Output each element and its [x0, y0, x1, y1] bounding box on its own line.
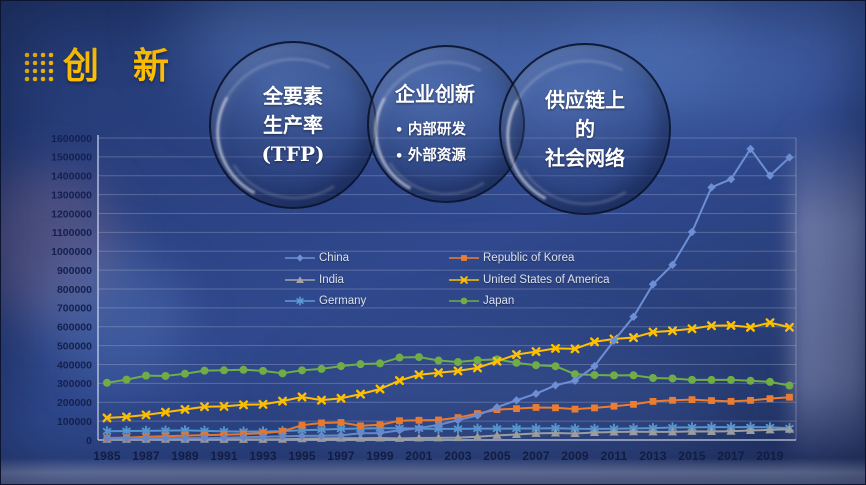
svg-text:2001: 2001 [405, 449, 433, 463]
svg-text:300000: 300000 [57, 378, 92, 390]
legend-marker-united-states-of-america-icon [449, 275, 479, 284]
legend-label-united-states-of-america: United States of America [483, 273, 610, 286]
legend-item-india: India [285, 273, 449, 287]
svg-text:1987: 1987 [132, 449, 160, 463]
legend-marker-japan-icon [449, 297, 479, 305]
bubble-tfp-line-3: (TFP) [261, 141, 325, 166]
series-china [102, 144, 794, 443]
bubble-bullet-internal-rd: 内部研发 [395, 117, 466, 143]
legend-item-united-states-of-america: United States of America [449, 273, 610, 287]
svg-text:1989: 1989 [171, 449, 199, 463]
svg-text:1993: 1993 [249, 449, 277, 463]
bubble-supply-line-2: 的 [575, 116, 595, 141]
svg-text:2011: 2011 [601, 449, 628, 463]
svg-text:1400000: 1400000 [51, 171, 92, 183]
legend-marker-republic-of-korea-icon [449, 255, 479, 261]
svg-text:2003: 2003 [444, 449, 472, 463]
legend-marker-india-icon [285, 275, 315, 283]
svg-text:1500000: 1500000 [51, 152, 92, 164]
y-axis-labels: 0 100000 200000 300000 400000 500000 600000 700… [51, 133, 92, 447]
bubble-tfp-line-1: 全要素 [263, 83, 323, 108]
legend-item-japan: Japan [449, 294, 610, 308]
svg-text:1997: 1997 [327, 449, 355, 463]
page-title: 创 新 [63, 45, 182, 86]
svg-text:1985: 1985 [93, 449, 121, 463]
svg-text:1991: 1991 [210, 449, 238, 463]
legend-marker-china-icon [285, 254, 315, 262]
svg-text:700000: 700000 [57, 303, 92, 315]
svg-text:2013: 2013 [639, 449, 667, 463]
svg-text:500000: 500000 [57, 340, 92, 352]
x-axis-labels: 1985 1987 1989 1991 1993 1995 1997 1999 2001 2003… [93, 449, 784, 463]
dot-grid-icon [23, 51, 54, 82]
legend-marker-germany-icon [285, 296, 315, 306]
legend-label-republic-of-korea: Republic of Korea [483, 252, 575, 264]
legend-item-germany: Germany [285, 294, 449, 308]
svg-text:1995: 1995 [288, 449, 316, 463]
svg-text:1999: 1999 [366, 449, 394, 463]
svg-text:2005: 2005 [483, 449, 511, 463]
legend-label-germany: Germany [319, 295, 367, 307]
svg-text:1200000: 1200000 [51, 208, 92, 220]
legend-label-india: India [319, 273, 344, 286]
bubble-tfp-line-2: 生产率 [263, 112, 323, 137]
bubble-bullet-external-resources: 外部资源 [395, 143, 466, 169]
svg-text:200000: 200000 [57, 397, 92, 409]
bubble-tfp: 全要素 生产率 (TFP) [209, 41, 377, 209]
legend-label-china: China [319, 252, 350, 264]
svg-text:2009: 2009 [561, 449, 589, 463]
svg-text:900000: 900000 [57, 265, 92, 277]
svg-text:400000: 400000 [57, 359, 92, 371]
svg-text:2015: 2015 [678, 449, 706, 463]
svg-text:1000000: 1000000 [51, 246, 92, 258]
legend-label-japan: Japan [483, 295, 515, 307]
svg-text:600000: 600000 [57, 322, 92, 334]
legend-item-republic-of-korea: Republic of Korea [449, 251, 610, 265]
bubble-supply-line-1: 供应链上 [545, 87, 625, 112]
chart-legend: China Republic of Korea India United States… [285, 251, 610, 308]
svg-text:800000: 800000 [57, 284, 92, 296]
bubble-enterprise-title: 企业创新 [395, 81, 475, 106]
svg-text:100000: 100000 [57, 416, 92, 428]
series-united-states-of-america [102, 318, 794, 423]
svg-text:1600000: 1600000 [51, 133, 92, 145]
bubble-supply-line-3: 社会网络 [545, 145, 625, 170]
svg-text:2019: 2019 [756, 449, 784, 463]
svg-text:1100000: 1100000 [52, 227, 92, 239]
svg-text:2007: 2007 [522, 449, 550, 463]
svg-text:0: 0 [86, 435, 92, 447]
svg-text:2017: 2017 [717, 449, 745, 463]
svg-text:1300000: 1300000 [51, 189, 92, 201]
legend-item-china: China [285, 251, 449, 265]
bubble-supply-chain-network: 供应链上 的 社会网络 [499, 43, 671, 215]
